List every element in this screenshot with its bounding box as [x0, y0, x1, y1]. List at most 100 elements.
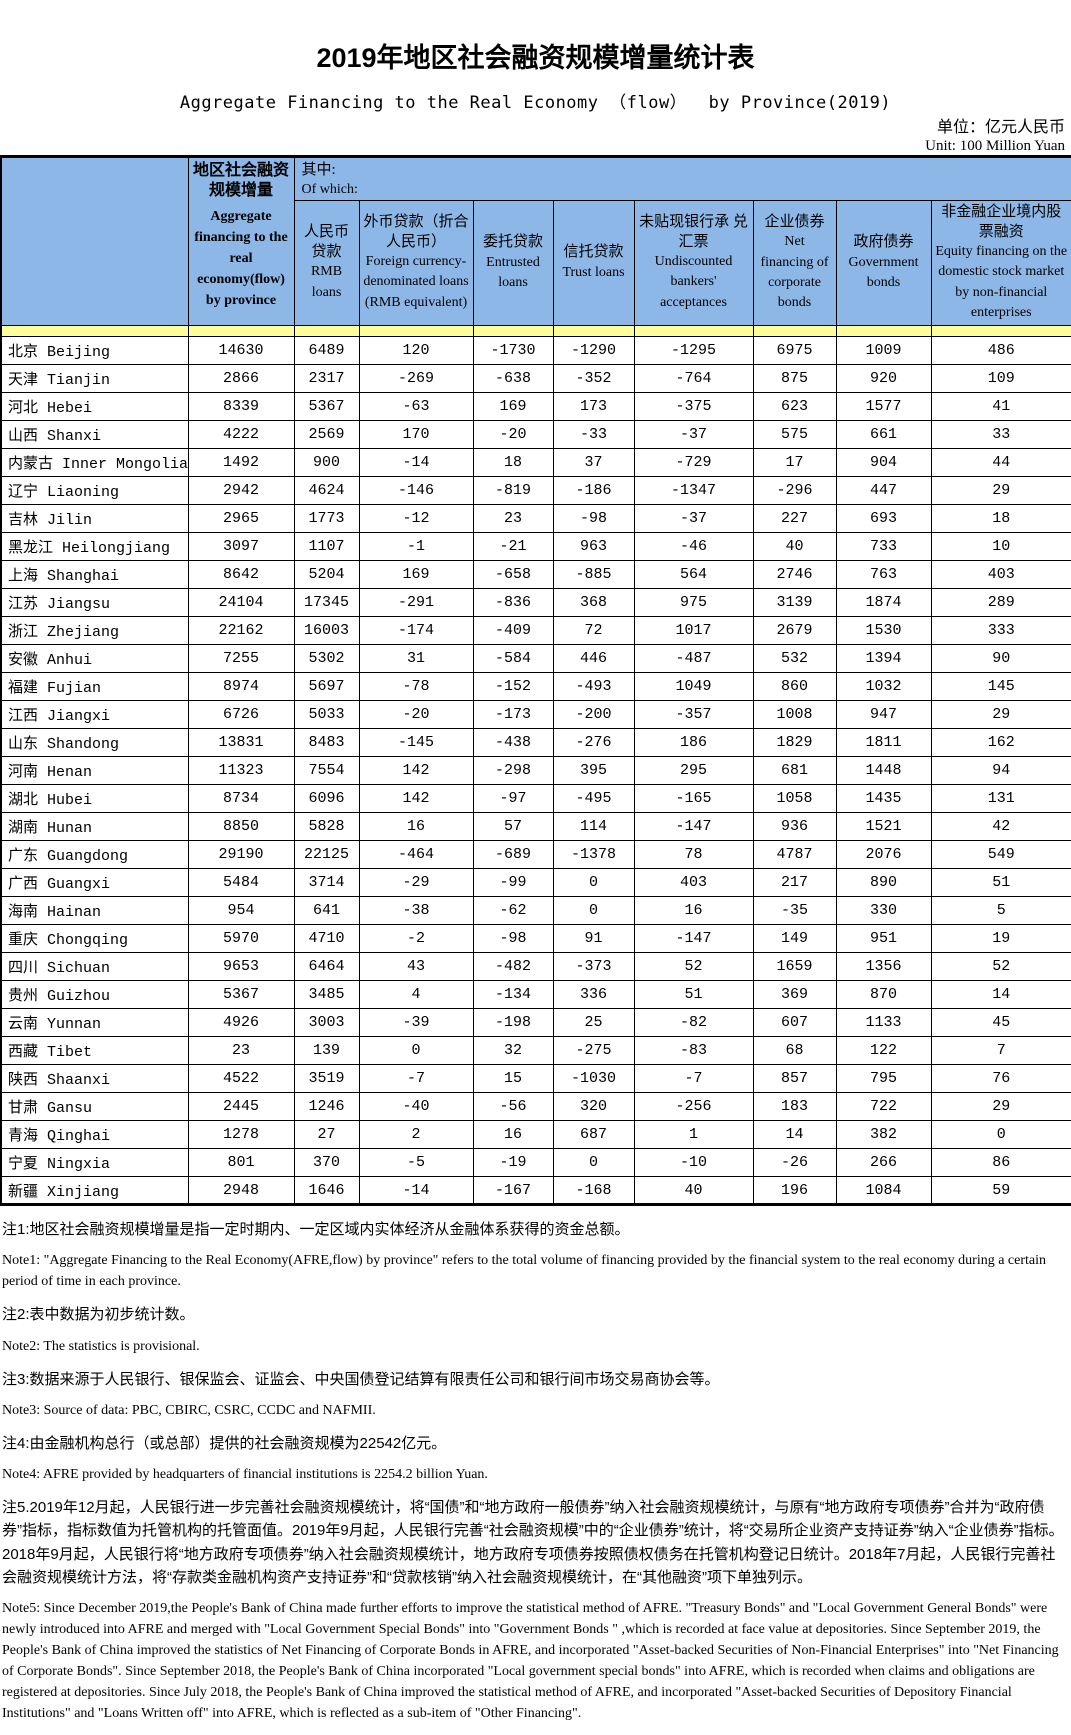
value-cell: 17 [753, 449, 836, 477]
value-cell: 1829 [753, 729, 836, 757]
yellow-divider-row [1, 326, 1071, 337]
page-subtitle: Aggregate Financing to the Real Economy … [0, 88, 1071, 113]
value-cell: -291 [359, 589, 473, 617]
value-cell: -56 [473, 1093, 553, 1121]
value-cell: 173 [553, 393, 634, 421]
value-cell: 19 [931, 925, 1071, 953]
value-cell: 131 [931, 785, 1071, 813]
value-cell: 2965 [188, 505, 294, 533]
value-cell: 369 [753, 981, 836, 1009]
column-header-entrusted-loans: 委托贷款 Entrusted loans [473, 201, 553, 326]
value-cell: 16 [473, 1121, 553, 1149]
province-cell: 广西 Guangxi [1, 869, 188, 897]
column-header-corporate-bonds: 企业债券 Net financing of corporate bonds [753, 201, 836, 326]
province-cell: 青海 Qinghai [1, 1121, 188, 1149]
value-cell: 2569 [294, 421, 359, 449]
value-cell: 122 [836, 1037, 931, 1065]
value-cell: 3714 [294, 869, 359, 897]
value-cell: 8974 [188, 673, 294, 701]
value-cell: -885 [553, 561, 634, 589]
column-header-rmb-loans: 人民币 贷款 RMB loans [294, 201, 359, 326]
value-cell: 4624 [294, 477, 359, 505]
value-cell: 16 [359, 813, 473, 841]
value-cell: 0 [553, 869, 634, 897]
value-cell: -186 [553, 477, 634, 505]
value-cell: 4 [359, 981, 473, 1009]
aggregate-header-en: Aggregate financing to the real economy(… [189, 206, 294, 311]
province-cell: 辽宁 Liaoning [1, 477, 188, 505]
value-cell: 0 [553, 897, 634, 925]
value-cell: 227 [753, 505, 836, 533]
value-cell: 52 [634, 953, 753, 981]
note-line: Note2: The statistics is provisional. [2, 1336, 1067, 1357]
value-cell: -1730 [473, 337, 553, 365]
value-cell: 733 [836, 533, 931, 561]
value-cell: 217 [753, 869, 836, 897]
value-cell: -168 [553, 1177, 634, 1205]
value-cell: -174 [359, 617, 473, 645]
value-cell: 1646 [294, 1177, 359, 1205]
value-cell: 368 [553, 589, 634, 617]
value-cell: 5033 [294, 701, 359, 729]
value-cell: 8483 [294, 729, 359, 757]
value-cell: 795 [836, 1065, 931, 1093]
value-cell: -438 [473, 729, 553, 757]
value-cell: -1347 [634, 477, 753, 505]
value-cell: -21 [473, 533, 553, 561]
province-cell: 江西 Jiangxi [1, 701, 188, 729]
value-cell: 5 [931, 897, 1071, 925]
value-cell: 14 [931, 981, 1071, 1009]
province-cell: 云南 Yunnan [1, 1009, 188, 1037]
note-line: 注4:由金融机构总行（或总部）提供的社会融资规模为22542亿元。 [2, 1432, 1067, 1455]
value-cell: 0 [359, 1037, 473, 1065]
note-line: 注3:数据来源于人民银行、银保监会、证监会、中央国债登记结算有限责任公司和银行间… [2, 1368, 1067, 1391]
value-cell: -5 [359, 1149, 473, 1177]
value-cell: -2 [359, 925, 473, 953]
province-cell: 浙江 Zhejiang [1, 617, 188, 645]
value-cell: 78 [634, 841, 753, 869]
value-cell: 857 [753, 1065, 836, 1093]
value-cell: 2445 [188, 1093, 294, 1121]
value-cell: 94 [931, 757, 1071, 785]
value-cell: -298 [473, 757, 553, 785]
value-cell: 52 [931, 953, 1071, 981]
value-cell: 37 [553, 449, 634, 477]
value-cell: 1435 [836, 785, 931, 813]
value-cell: -275 [553, 1037, 634, 1065]
value-cell: 295 [634, 757, 753, 785]
value-cell: -1030 [553, 1065, 634, 1093]
note-line: 注1:地区社会融资规模增量是指一定时期内、一定区域内实体经济从金融体系获得的资金… [2, 1218, 1067, 1241]
value-cell: -487 [634, 645, 753, 673]
value-cell: 29190 [188, 841, 294, 869]
value-cell: 29 [931, 701, 1071, 729]
value-cell: 607 [753, 1009, 836, 1037]
value-cell: -46 [634, 533, 753, 561]
value-cell: 169 [473, 393, 553, 421]
value-cell: 23 [473, 505, 553, 533]
value-cell: -357 [634, 701, 753, 729]
value-cell: 120 [359, 337, 473, 365]
value-cell: 1278 [188, 1121, 294, 1149]
value-cell: 0 [553, 1149, 634, 1177]
value-cell: 149 [753, 925, 836, 953]
value-cell: 963 [553, 533, 634, 561]
of-which-zh: 其中: [302, 161, 1071, 181]
value-cell: 403 [931, 561, 1071, 589]
value-cell: -375 [634, 393, 753, 421]
province-cell: 内蒙古 Inner Mongolia [1, 449, 188, 477]
unit-label-zh: 单位：亿元人民币 [0, 119, 1065, 137]
value-cell: -493 [553, 673, 634, 701]
value-cell: 1009 [836, 337, 931, 365]
value-cell: -20 [473, 421, 553, 449]
value-cell: 687 [553, 1121, 634, 1149]
value-cell: 5204 [294, 561, 359, 589]
value-cell: -165 [634, 785, 753, 813]
